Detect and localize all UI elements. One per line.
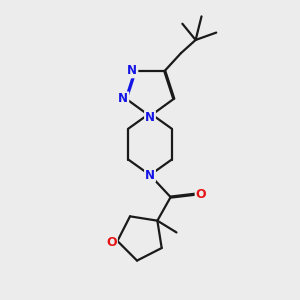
- Text: N: N: [127, 64, 137, 77]
- Text: N: N: [118, 92, 128, 105]
- Text: N: N: [145, 169, 155, 182]
- Text: O: O: [196, 188, 206, 201]
- Text: N: N: [145, 111, 155, 124]
- Text: O: O: [106, 236, 117, 249]
